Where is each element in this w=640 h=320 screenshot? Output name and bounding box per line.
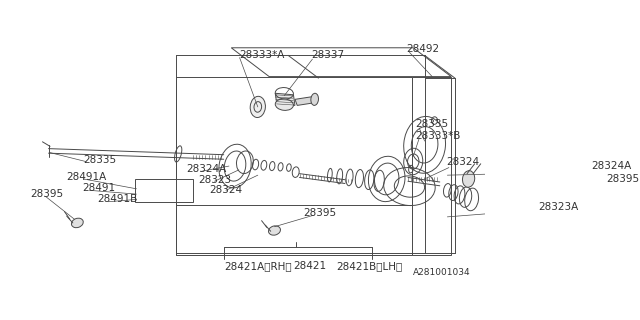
Text: 28337: 28337: [311, 50, 344, 60]
Polygon shape: [295, 96, 317, 105]
Text: 28421A〈RH〉: 28421A〈RH〉: [225, 261, 292, 271]
Text: A281001034: A281001034: [413, 268, 470, 277]
Text: 28491B: 28491B: [97, 195, 138, 204]
Text: 28333*A: 28333*A: [239, 50, 285, 60]
Text: 28324: 28324: [209, 185, 243, 195]
Text: 28492: 28492: [406, 44, 440, 54]
Text: 28491A: 28491A: [67, 172, 107, 182]
Text: 28333*B: 28333*B: [415, 131, 460, 141]
Text: 28323A: 28323A: [538, 202, 579, 212]
Text: 28395: 28395: [607, 174, 640, 184]
Polygon shape: [135, 179, 193, 202]
Polygon shape: [275, 93, 295, 105]
Ellipse shape: [275, 99, 293, 110]
Polygon shape: [176, 205, 413, 255]
Ellipse shape: [463, 171, 475, 187]
Ellipse shape: [311, 93, 319, 105]
Text: 28324A: 28324A: [186, 164, 227, 174]
Text: 28323: 28323: [198, 175, 232, 185]
Text: 28335: 28335: [83, 155, 116, 165]
Ellipse shape: [250, 96, 266, 117]
Text: 28491: 28491: [82, 183, 115, 193]
Text: 28324A: 28324A: [591, 161, 632, 171]
Text: 28421: 28421: [293, 261, 326, 271]
Ellipse shape: [269, 226, 280, 235]
Polygon shape: [231, 48, 451, 76]
Ellipse shape: [72, 218, 83, 228]
Text: 28335: 28335: [415, 119, 448, 129]
Text: 28324: 28324: [446, 157, 479, 167]
Polygon shape: [413, 76, 451, 255]
Text: 28421B〈LH〉: 28421B〈LH〉: [336, 261, 402, 271]
Text: 28395: 28395: [30, 189, 63, 199]
Polygon shape: [176, 76, 413, 255]
Text: 28395: 28395: [303, 208, 337, 218]
